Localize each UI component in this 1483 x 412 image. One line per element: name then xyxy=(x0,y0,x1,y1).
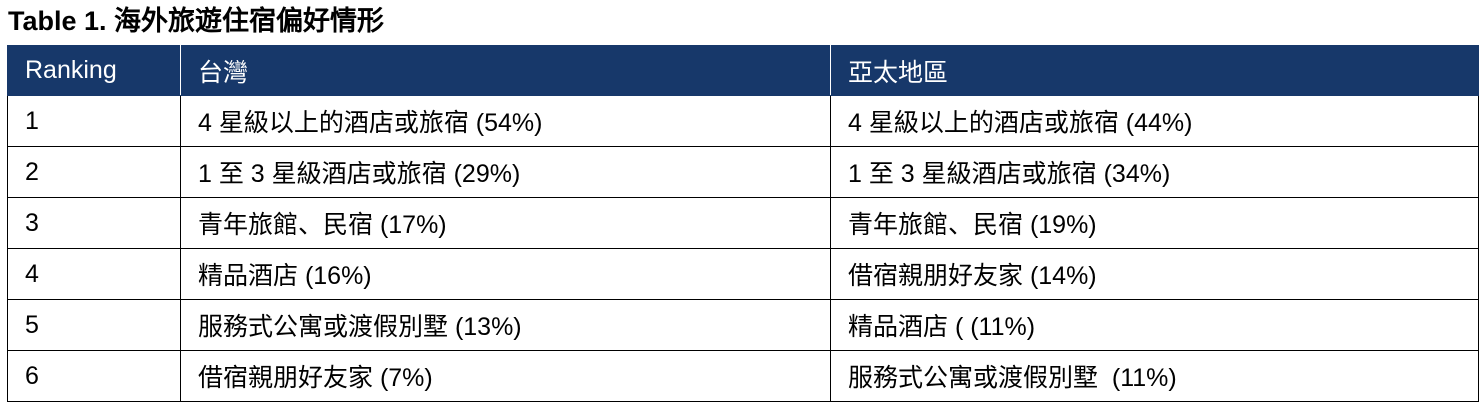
table-cell: 5 xyxy=(7,299,181,351)
table-cell: 2 xyxy=(7,146,181,198)
table-cell: 3 xyxy=(7,197,181,249)
table-cell: 借宿親朋好友家 (14%) xyxy=(830,248,1479,300)
table-cell: 青年旅館、民宿 (17%) xyxy=(180,197,831,249)
header-cell: 台灣 xyxy=(180,45,831,96)
table-cell: 1 xyxy=(7,95,181,147)
table-cell: 4 星級以上的酒店或旅宿 (54%) xyxy=(180,95,831,147)
table-cell: 青年旅館、民宿 (19%) xyxy=(830,197,1479,249)
table-cell: 1 至 3 星級酒店或旅宿 (34%) xyxy=(830,146,1479,198)
table-title: Table 1. 海外旅遊住宿偏好情形 xyxy=(8,6,385,36)
table-cell: 服務式公寓或渡假別墅 (13%) xyxy=(180,299,831,351)
table-cell: 精品酒店 (16%) xyxy=(180,248,831,300)
header-row: Ranking 台灣 亞太地區 xyxy=(7,45,1479,96)
table-cell: 1 至 3 星級酒店或旅宿 (29%) xyxy=(180,146,831,198)
table-cell: 6 xyxy=(7,350,181,402)
table-row: 5 服務式公寓或渡假別墅 (13%) 精品酒店 ( (11%) xyxy=(7,299,1479,351)
table-cell: 精品酒店 ( (11%) xyxy=(830,299,1479,351)
table-cell: 4 星級以上的酒店或旅宿 (44%) xyxy=(830,95,1479,147)
table-cell: 借宿親朋好友家 (7%) xyxy=(180,350,831,402)
table-cell: 服務式公寓或渡假別墅 (11%) xyxy=(830,350,1479,402)
table-row: 3 青年旅館、民宿 (17%) 青年旅館、民宿 (19%) xyxy=(7,197,1479,249)
table-row: 6 借宿親朋好友家 (7%) 服務式公寓或渡假別墅 (11%) xyxy=(7,350,1479,402)
table-row: 4 精品酒店 (16%) 借宿親朋好友家 (14%) xyxy=(7,248,1479,300)
table-cell: 4 xyxy=(7,248,181,300)
header-cell: 亞太地區 xyxy=(830,45,1479,96)
header-cell: Ranking xyxy=(7,45,181,96)
